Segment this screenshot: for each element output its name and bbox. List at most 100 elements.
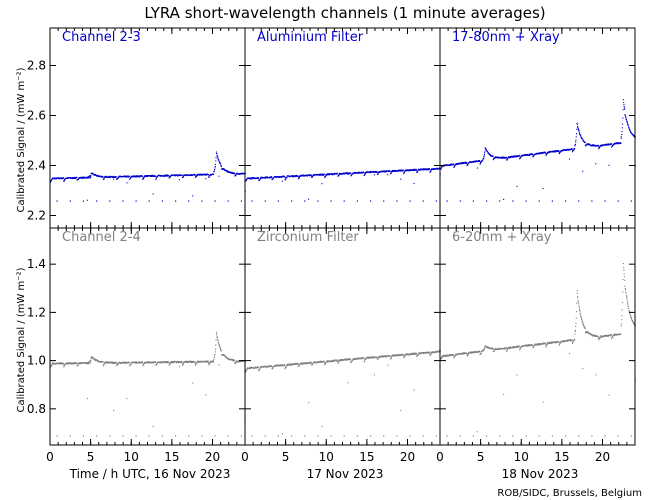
data-point bbox=[501, 156, 503, 158]
data-point bbox=[182, 364, 184, 366]
data-point bbox=[595, 163, 597, 165]
data-point bbox=[213, 173, 215, 175]
data-point bbox=[341, 358, 343, 360]
data-point bbox=[582, 323, 584, 325]
data-point bbox=[130, 362, 132, 364]
data-point bbox=[436, 167, 438, 169]
data-point bbox=[501, 157, 503, 159]
data-point bbox=[429, 168, 431, 170]
data-point bbox=[148, 200, 150, 202]
data-point bbox=[473, 352, 475, 354]
data-point bbox=[159, 361, 161, 363]
data-point bbox=[555, 341, 557, 343]
data-point bbox=[215, 339, 217, 341]
panel-top-2: 17-80nm + Xray bbox=[439, 27, 636, 229]
x-tick-label: 0 bbox=[436, 450, 444, 464]
data-point bbox=[607, 335, 609, 337]
panel-frame bbox=[49, 227, 246, 446]
data-point bbox=[412, 352, 414, 354]
data-point bbox=[593, 145, 595, 147]
data-point bbox=[338, 175, 340, 177]
data-point bbox=[216, 337, 218, 339]
data-point bbox=[337, 173, 339, 175]
data-point bbox=[217, 339, 219, 341]
data-point bbox=[277, 200, 279, 202]
data-point bbox=[215, 151, 217, 153]
data-point bbox=[584, 141, 586, 143]
data-point bbox=[216, 335, 218, 337]
data-point bbox=[479, 350, 481, 352]
data-point bbox=[525, 200, 527, 202]
data-point bbox=[544, 342, 546, 344]
data-point bbox=[183, 175, 185, 177]
data-point bbox=[627, 124, 629, 126]
data-point bbox=[404, 171, 406, 173]
data-point bbox=[80, 176, 82, 178]
data-point bbox=[535, 343, 537, 345]
data-point bbox=[558, 341, 560, 343]
data-point bbox=[347, 358, 349, 360]
data-point bbox=[161, 362, 163, 364]
data-point bbox=[340, 360, 342, 362]
data-point bbox=[118, 361, 120, 363]
data-point bbox=[113, 410, 115, 412]
data-point bbox=[202, 173, 204, 175]
data-point bbox=[168, 175, 170, 177]
data-point bbox=[448, 164, 450, 166]
data-point bbox=[574, 144, 576, 146]
data-point bbox=[525, 154, 527, 156]
data-point bbox=[218, 364, 220, 366]
data-point bbox=[608, 394, 610, 396]
data-point bbox=[174, 175, 176, 177]
data-point bbox=[246, 368, 248, 370]
data-point bbox=[135, 200, 137, 202]
data-point bbox=[54, 177, 56, 179]
data-point bbox=[612, 335, 614, 337]
data-point bbox=[221, 168, 223, 170]
data-point bbox=[232, 359, 234, 361]
data-point bbox=[626, 299, 628, 301]
data-point bbox=[211, 360, 213, 362]
data-point bbox=[519, 349, 521, 351]
data-point bbox=[579, 309, 581, 311]
data-point bbox=[403, 356, 405, 358]
data-point bbox=[624, 108, 626, 110]
data-point bbox=[632, 320, 634, 322]
data-point bbox=[625, 118, 627, 120]
data-point bbox=[350, 175, 352, 177]
data-point bbox=[565, 149, 567, 151]
data-point bbox=[72, 177, 74, 179]
data-point bbox=[483, 348, 485, 350]
data-point bbox=[434, 352, 436, 354]
data-point bbox=[608, 164, 610, 166]
data-point bbox=[362, 358, 364, 360]
data-point bbox=[389, 170, 391, 172]
data-point bbox=[92, 172, 94, 174]
data-point bbox=[450, 163, 452, 165]
data-point bbox=[308, 174, 310, 176]
data-point bbox=[435, 351, 437, 353]
data-point bbox=[208, 176, 210, 178]
data-point bbox=[332, 360, 334, 362]
data-point bbox=[319, 173, 321, 175]
data-point bbox=[346, 173, 348, 175]
data-point bbox=[254, 177, 256, 179]
data-point bbox=[391, 355, 393, 357]
data-point bbox=[276, 365, 278, 367]
data-point bbox=[499, 200, 501, 202]
data-point bbox=[363, 357, 365, 359]
data-point bbox=[359, 357, 361, 359]
data-point bbox=[94, 359, 96, 361]
data-point bbox=[320, 361, 322, 363]
data-point bbox=[583, 140, 585, 142]
data-point bbox=[266, 176, 268, 178]
data-point bbox=[143, 362, 145, 364]
data-point bbox=[437, 351, 439, 353]
data-point bbox=[190, 174, 192, 176]
data-point bbox=[310, 175, 312, 177]
data-point bbox=[532, 154, 534, 156]
data-point bbox=[413, 183, 415, 185]
data-point bbox=[416, 355, 418, 357]
data-point bbox=[117, 363, 119, 365]
data-point bbox=[576, 292, 578, 294]
